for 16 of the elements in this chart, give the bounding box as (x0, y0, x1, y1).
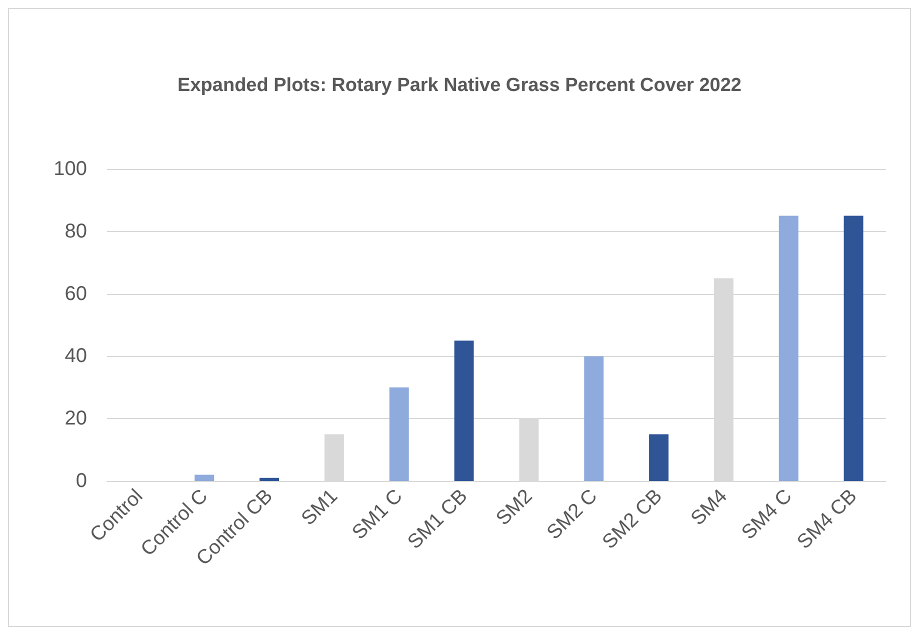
y-tick-label: 60 (64, 282, 87, 305)
chart-title: Expanded Plots: Rotary Park Native Grass Percent Cover 2022 (178, 75, 742, 96)
bar (260, 478, 280, 481)
y-tick-label: 20 (64, 408, 87, 430)
y-tick-label: 100 (54, 158, 87, 180)
bar (454, 340, 474, 481)
bar (844, 216, 864, 481)
bar (778, 216, 798, 481)
y-tick-label: 40 (64, 345, 87, 368)
bar (584, 356, 604, 481)
x-tick-label: SM1 (297, 485, 342, 530)
bar (389, 387, 409, 481)
y-tick-label: 80 (64, 220, 87, 242)
bar (649, 434, 669, 481)
bar (194, 474, 214, 481)
y-tick-label: 0 (76, 470, 87, 492)
